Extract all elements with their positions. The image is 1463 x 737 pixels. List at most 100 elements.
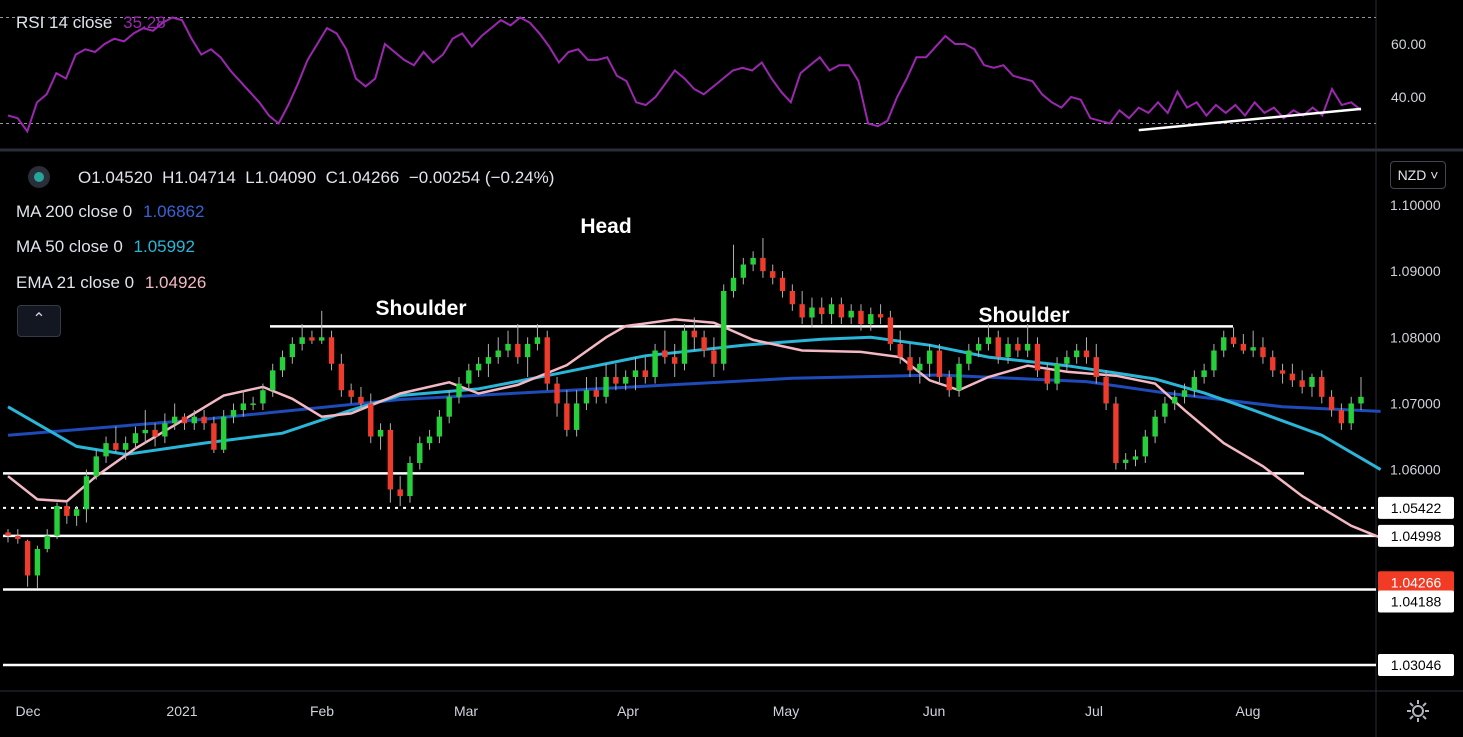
price-axis-tick-label: 1.08000 [1390,329,1441,345]
candle-body [1211,350,1217,371]
candle-body [73,509,80,516]
candle-body [1309,376,1315,387]
candle-body [191,416,197,424]
candle-body [583,390,590,404]
time-axis-tick-label: Jun [923,703,946,719]
candle-body [995,337,1001,358]
candle-body [1015,343,1021,351]
candle-body [220,416,227,450]
candle-body [113,443,119,450]
rsi-legend-value: 35.28 [123,13,166,32]
candle-body [201,416,207,424]
candle-body [240,403,247,411]
candle-body [946,376,952,391]
candle-body [1113,403,1119,463]
level-price-label: 1.04188 [1391,593,1442,609]
gear-icon[interactable] [1405,698,1431,724]
ma50-legend-value: 1.05992 [133,237,195,256]
candle-body [1034,343,1041,371]
candle-body [622,376,629,384]
collapse-legend-button[interactable]: ⌃ [17,305,61,337]
candle-body [1191,376,1198,391]
candle-body [740,264,747,278]
candle-body [181,416,188,424]
candle-body [407,462,413,497]
candle-body [1358,396,1364,404]
candle-body [279,357,286,371]
candle-body [1103,376,1109,404]
candle-body [1348,403,1354,424]
candle-body [819,307,825,315]
price-axis-tick-label: 1.10000 [1390,197,1441,213]
candle-body [387,429,394,490]
candle-body [1338,410,1345,424]
candle-body [1122,459,1129,463]
candle-body [309,337,315,341]
candle-body [956,363,962,391]
candle-body [1221,337,1227,351]
candle-body [103,443,109,457]
candle-body [358,396,364,404]
time-axis-tick-label: Mar [454,703,478,719]
candle-body [770,271,776,278]
candle-body [1260,347,1266,358]
candle-body [858,310,864,325]
candle-body [1142,436,1149,457]
currency-selector[interactable]: NZD ˅ [1390,161,1446,189]
market-status-icon [28,166,50,188]
candle-body [711,350,717,364]
candle-body [289,343,296,358]
ema21-legend[interactable]: EMA 21 close 0 1.04926 [16,273,206,293]
candle-body [1172,396,1178,404]
candle-body [1230,337,1237,344]
candle-body [877,314,884,318]
time-axis-tick-label: Jul [1085,703,1103,719]
candle-body [122,443,129,450]
level-price-tag [1378,496,1454,519]
candle-body [15,535,21,540]
candle-body [211,423,217,450]
candle-body [662,350,668,358]
level-price-tag [1378,524,1454,547]
candle-body [642,370,648,377]
candle-body [515,343,521,358]
candle-body [564,403,570,430]
candle-body [162,423,168,437]
level-price-tag [1378,590,1454,613]
candle-body [1162,403,1168,417]
candle-body [1044,370,1050,384]
candle-body [171,416,178,424]
ma200-legend[interactable]: MA 200 close 0 1.06862 [16,202,204,222]
candle-body [64,505,70,516]
candle-body [809,307,815,318]
ema21-legend-label: EMA 21 close 0 [16,273,135,292]
candle-body [1240,343,1247,351]
level-price-label: 1.04998 [1391,528,1442,544]
time-axis-tick-label: Dec [16,703,41,719]
candle-body [397,489,403,497]
candle-body [573,403,580,430]
candle-body [436,416,443,437]
candle-body [1279,370,1286,374]
ma50-legend[interactable]: MA 50 close 0 1.05992 [16,237,195,257]
candle-body [505,343,511,351]
candle-body [1201,370,1207,377]
candle-body [24,541,31,576]
ma50-legend-label: MA 50 close 0 [16,237,123,256]
candle-body [456,383,462,397]
rsi-trendline [1138,107,1362,132]
candle-body [34,548,41,576]
candle-body [926,350,933,364]
candle-body [760,257,766,272]
candle-body [887,317,894,344]
candle-body [1250,347,1256,351]
level-price-tag [1378,654,1454,676]
candle-body [328,337,335,364]
candle-body [750,257,756,265]
candle-body [554,383,560,404]
candle-body [966,350,972,364]
time-axis-tick-label: Apr [617,703,639,719]
left-shoulder-annotation: Shoulder [375,297,466,320]
candle-body [230,410,237,417]
